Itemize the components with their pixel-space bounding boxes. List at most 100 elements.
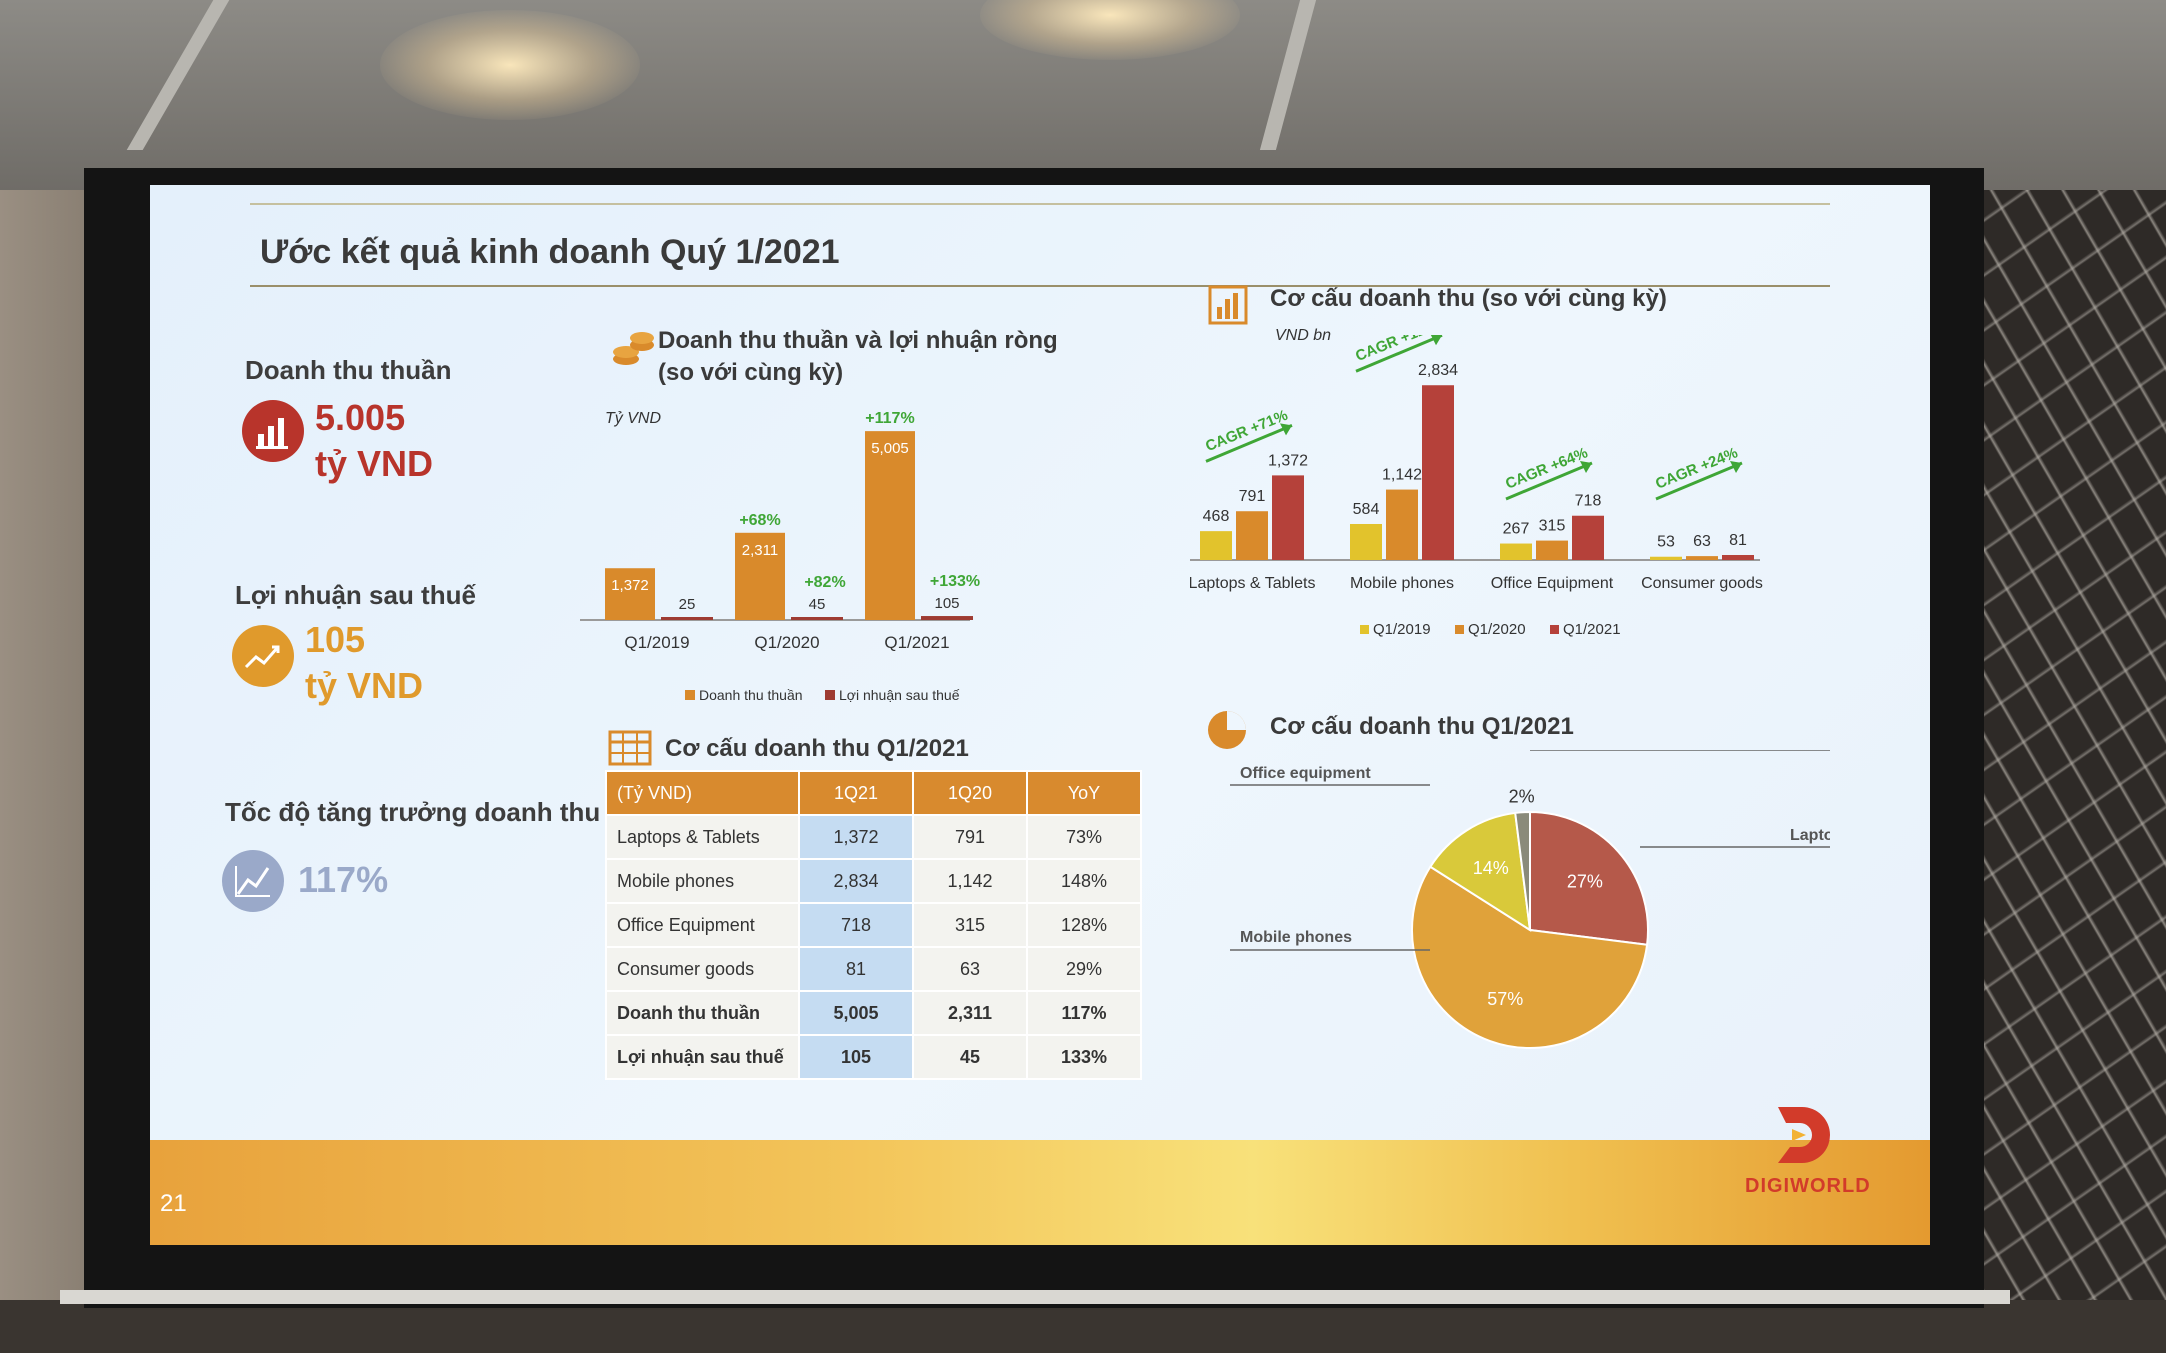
table-cell: 73% [1026,814,1142,860]
legend-label: Lợi nhuận sau thuế [839,687,960,703]
digiworld-logo-icon [1778,1107,1830,1163]
bar [1422,385,1454,560]
coins-icon [613,332,654,365]
table-cell: Laptops & Tablets [605,814,800,860]
table-cell: Consumer goods [605,946,800,992]
bar-value-label: 1,142 [1382,467,1422,484]
revenue-chart-title: Doanh thu thuần và lợi nhuận ròng (so vớ… [658,327,1058,386]
table-icon [608,730,652,766]
bar [1572,515,1604,560]
bar-value-label: 45 [809,596,826,613]
table-header-cell: (Tỷ VND) [605,770,800,816]
growth-label: +68% [739,512,780,529]
growth-label: +82% [804,574,845,591]
bar [1722,555,1754,560]
structure-chart-unit: VND bn [1275,327,1332,344]
table-cell: Mobile phones [605,858,800,904]
table-cell: 148% [1026,858,1142,904]
presentation-slide: Ước kết quả kinh doanh Quý 1/2021 Doanh … [150,185,1930,1245]
revenue-chart-unit: Tỷ VND [605,410,661,427]
legend-label: Q1/2019 [1373,621,1431,638]
pie-percent-label: 57% [1487,989,1523,1009]
right-wall [1950,190,2166,1353]
bar [791,617,843,620]
top-rule [250,203,1830,205]
table-cell: 791 [912,814,1028,860]
table-cell: 315 [912,902,1028,948]
bar-chart-icon [1208,285,1248,325]
bar [1650,556,1682,560]
pie-slice [1529,810,1649,946]
kpi-profit-unit: tỷ VND [305,665,424,706]
table-row: Laptops & Tablets 1,372 791 73% [605,814,1142,860]
kpi-profit-value: 105 tỷ VND [305,617,423,709]
kpi-growth-label: Tốc độ tăng trưởng doanh thu [225,797,601,827]
ceiling-vent [1259,0,1317,150]
pie-category-label: Laptops & tablets [1790,827,1830,844]
bar-value-label: 1,372 [611,577,649,594]
bar-value-label: 5,005 [871,440,909,457]
bar-value-label: 267 [1503,521,1530,538]
x-tick-label: Laptops & Tablets [1190,575,1315,592]
bar-value-label: 718 [1575,493,1602,510]
kpi-growth-value: 117% [298,859,389,900]
cagr-arrowhead [1730,461,1742,473]
bar-value-label: 81 [1729,532,1747,549]
bar [1272,475,1304,560]
cagr-arrow [1205,424,1293,463]
table-row: Doanh thu thuần 5,005 2,311 117% [605,990,1142,1036]
table-row: Consumer goods 81 63 29% [605,946,1142,992]
bar [1686,556,1718,560]
ceiling-light [380,10,640,120]
legend-swatch [1455,625,1464,634]
legend-swatch [825,690,835,700]
bar [1536,540,1568,560]
growth-chart-icon [222,850,284,912]
revenue-pie-chart: 27% 57% 14% 2% Laptops & tablets Mobile phone… [1230,750,1830,1049]
kpi-revenue-label: Doanh thu thuần [245,355,452,385]
table-cell: 5,005 [798,990,914,1036]
legend-label: Q1/2021 [1563,621,1621,638]
table-cell: 29% [1026,946,1142,992]
ceiling [0,0,2166,190]
kpi-revenue-number: 5.005 [315,397,406,438]
screen-bottom-bar [60,1290,2010,1304]
x-tick-label: Consumer goods [1641,575,1763,592]
ceiling-light [980,0,1240,60]
bar [1350,523,1382,560]
legend-swatch [1360,625,1369,634]
bar [735,532,785,620]
title-rule [250,285,1830,287]
bar [1236,511,1268,560]
cagr-arrow [1655,461,1743,501]
x-tick-label: Mobile phones [1350,575,1454,592]
cagr-arrowhead [1280,423,1292,436]
table-cell: Office Equipment [605,902,800,948]
digiworld-logo-text: DIGIWORLD [1745,1175,1871,1197]
legend-label: Q1/2020 [1468,621,1526,638]
bar-value-label: 468 [1203,508,1230,525]
bar-chart-icon [242,400,304,462]
table-cell: 63 [912,946,1028,992]
table-cell: 2,834 [798,858,914,904]
pie-slice [1514,810,1531,931]
pie-category-label: Mobile phones [1240,929,1352,946]
bar [1386,489,1418,560]
kpi-profit-number: 105 [305,619,366,660]
slide-title: Ước kết quả kinh doanh Quý 1/2021 [260,233,840,271]
cagr-arrowhead [1580,461,1592,473]
floor [0,1300,2166,1353]
table-cell: 81 [798,946,914,992]
revenue-profit-bar-chart: 1,372 25 Q1/2019 2,311 +68% 45 +82% Q1/2020 5,00… [580,410,980,703]
bar [1200,531,1232,560]
table-header-row: (Tỷ VND) 1Q21 1Q20 YoY [605,770,1142,816]
bar-value-label: 2,311 [742,542,778,559]
table-title: Cơ cấu doanh thu Q1/2021 [665,735,969,762]
table-cell: Doanh thu thuần [605,990,800,1036]
table-header-cell: 1Q21 [798,770,914,816]
ceiling-vent [126,0,230,150]
bar [921,616,973,620]
bar [661,617,713,620]
table-cell: 2,311 [912,990,1028,1036]
bar-value-label: 53 [1657,534,1675,551]
